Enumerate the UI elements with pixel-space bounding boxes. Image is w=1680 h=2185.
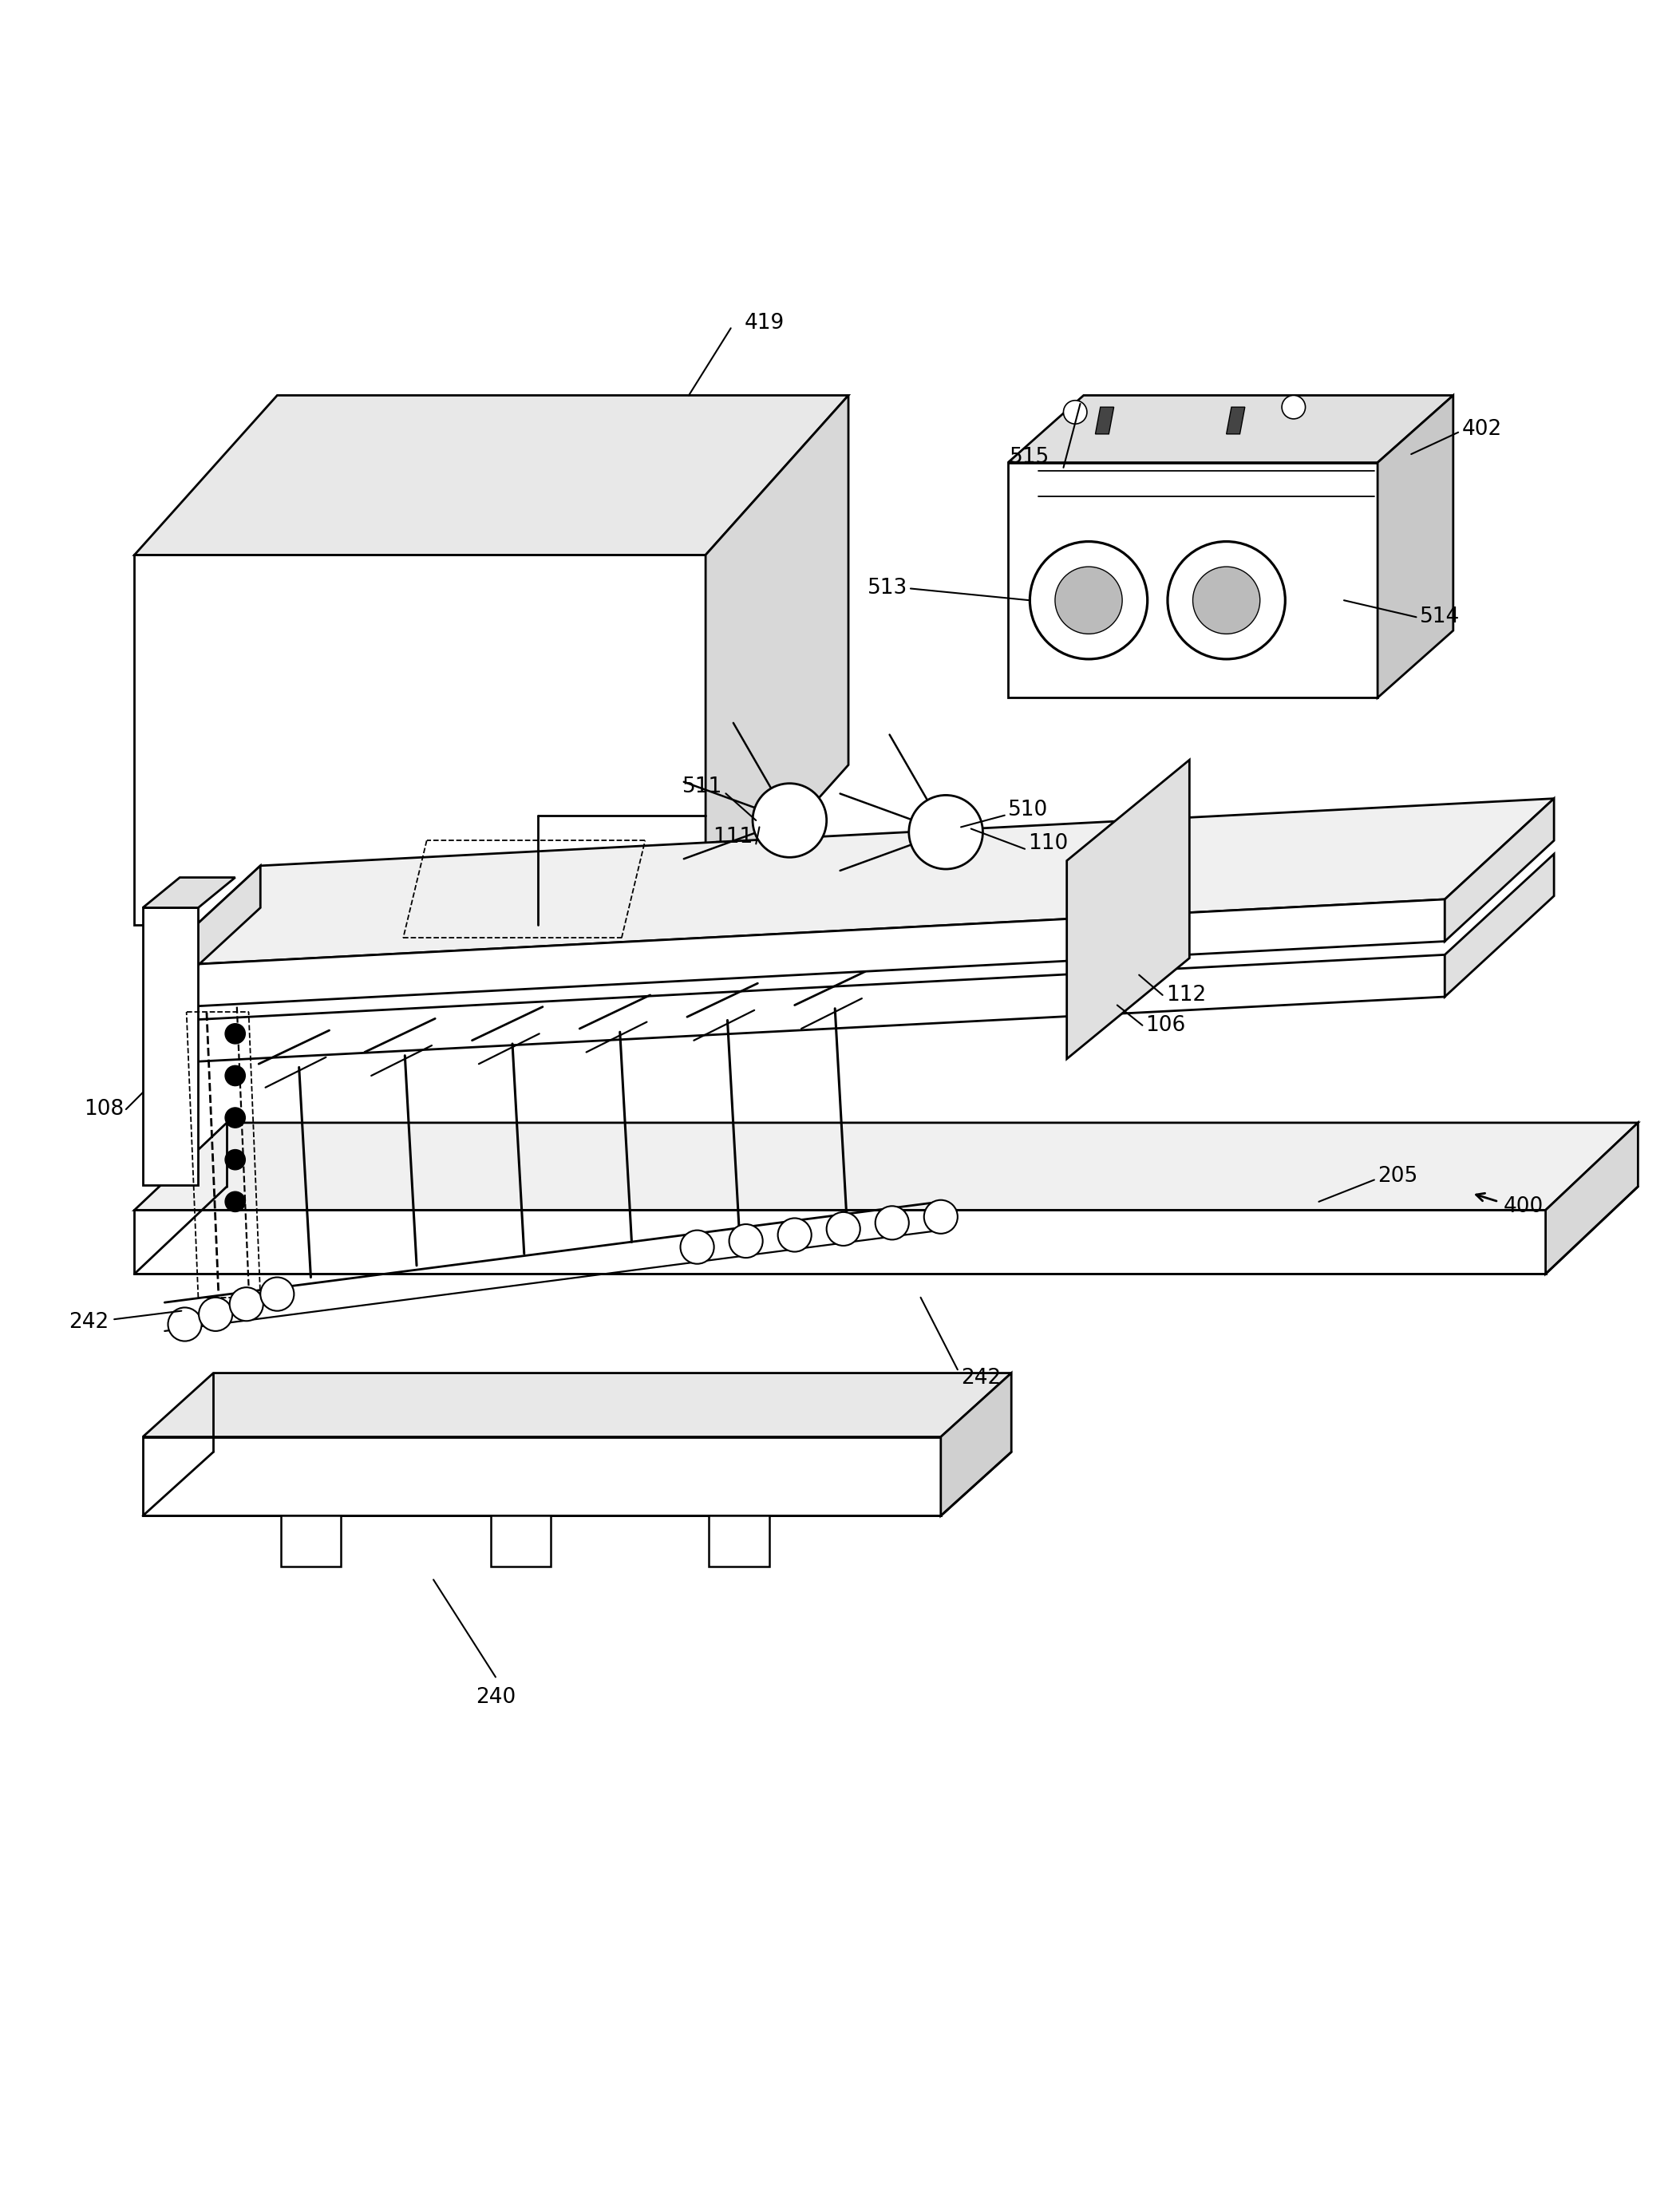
Circle shape [230, 1287, 264, 1322]
Text: 112: 112 [1166, 985, 1206, 1005]
Circle shape [225, 1108, 245, 1127]
Polygon shape [143, 1438, 941, 1516]
Polygon shape [1067, 760, 1189, 1060]
Polygon shape [1226, 406, 1245, 435]
Text: 242: 242 [69, 1313, 109, 1333]
Polygon shape [134, 1123, 1638, 1210]
Circle shape [729, 1224, 763, 1259]
Circle shape [1055, 566, 1122, 634]
Polygon shape [1445, 798, 1554, 942]
Text: 514: 514 [1420, 607, 1460, 627]
Circle shape [1063, 400, 1087, 424]
Polygon shape [1546, 1123, 1638, 1274]
Circle shape [680, 1230, 714, 1263]
Text: 402: 402 [1462, 420, 1502, 439]
Text: 240: 240 [475, 1687, 516, 1709]
Circle shape [225, 1023, 245, 1044]
Circle shape [198, 1298, 232, 1331]
Circle shape [1282, 395, 1305, 420]
Polygon shape [1445, 854, 1554, 996]
Text: 419: 419 [744, 312, 785, 334]
Text: 515: 515 [1010, 448, 1050, 468]
Circle shape [875, 1206, 909, 1239]
Circle shape [225, 1149, 245, 1169]
Polygon shape [134, 555, 706, 924]
Text: 510: 510 [1008, 800, 1048, 822]
Polygon shape [151, 900, 1445, 1009]
Text: 108: 108 [84, 1099, 124, 1119]
Polygon shape [706, 395, 848, 924]
Circle shape [924, 1200, 958, 1235]
Polygon shape [134, 395, 848, 555]
Polygon shape [709, 1516, 769, 1567]
Polygon shape [491, 1516, 551, 1567]
Text: 110: 110 [1028, 832, 1068, 854]
Text: 205: 205 [1378, 1167, 1418, 1186]
Circle shape [1030, 542, 1147, 660]
Circle shape [1168, 542, 1285, 660]
Circle shape [168, 1307, 202, 1342]
Polygon shape [281, 1516, 341, 1567]
Circle shape [1193, 566, 1260, 634]
Text: 242: 242 [961, 1368, 1001, 1387]
Polygon shape [134, 1210, 1546, 1274]
Text: 511: 511 [682, 776, 722, 798]
Circle shape [753, 784, 827, 857]
Polygon shape [143, 878, 235, 907]
Circle shape [260, 1278, 294, 1311]
Polygon shape [1008, 395, 1453, 463]
Polygon shape [941, 1372, 1011, 1516]
Circle shape [778, 1219, 811, 1252]
Circle shape [225, 1066, 245, 1086]
Polygon shape [151, 865, 260, 1009]
Polygon shape [1008, 463, 1378, 697]
Polygon shape [143, 907, 198, 1184]
Polygon shape [143, 1372, 1011, 1438]
Text: 513: 513 [867, 579, 907, 599]
Text: 111: 111 [712, 826, 753, 848]
Circle shape [909, 795, 983, 870]
Polygon shape [1095, 406, 1114, 435]
Circle shape [827, 1213, 860, 1245]
Polygon shape [151, 955, 1445, 1064]
Polygon shape [151, 798, 1554, 966]
Polygon shape [1378, 395, 1453, 697]
Text: 106: 106 [1146, 1014, 1186, 1036]
Circle shape [225, 1191, 245, 1213]
Text: 400: 400 [1504, 1197, 1544, 1217]
